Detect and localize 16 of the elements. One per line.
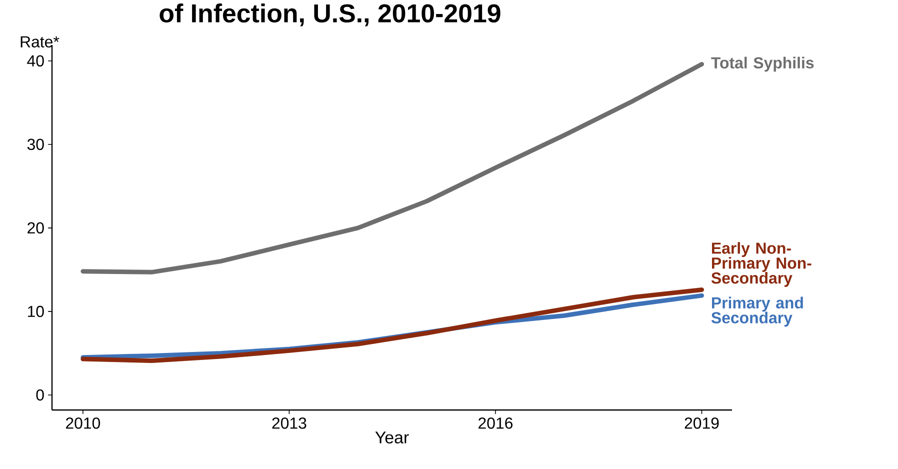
y-tick-label: 10	[28, 306, 44, 318]
y-tick-label: 0	[36, 389, 44, 401]
x-tick-label: 2010	[66, 418, 100, 429]
line-series	[80, 62, 704, 274]
y-tick-label: 40	[27, 55, 44, 67]
y-axis-title: Rate*	[20, 36, 60, 48]
y-tick-label: 30	[27, 138, 44, 150]
x-axis-title: Year	[375, 432, 409, 444]
series-label: Total Syphilis	[711, 56, 814, 72]
x-tick-label: 2013	[272, 418, 306, 429]
series-label: Early Non-Primary Non-Secondary	[711, 242, 812, 287]
x-tick-label: 2019	[684, 418, 719, 429]
y-tick-label: 20	[28, 222, 44, 234]
chart-title: of Infection, U.S., 2010-2019	[160, 4, 500, 26]
x-tick-label: 2016	[478, 418, 512, 429]
series-label: Primary and Secondary	[711, 296, 803, 327]
